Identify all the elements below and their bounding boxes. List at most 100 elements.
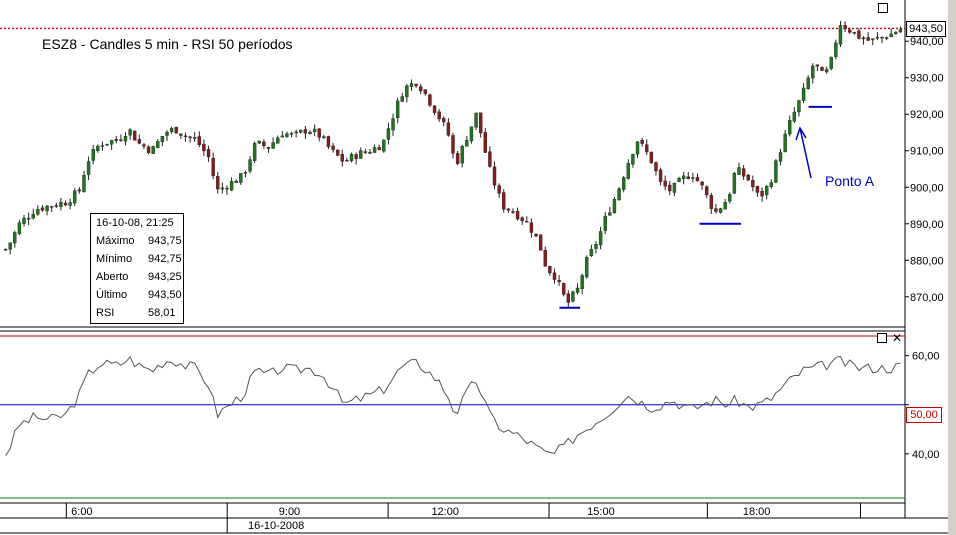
price-ytick-label: 880,00: [910, 255, 944, 267]
candle-body: [105, 143, 109, 146]
candle-body: [635, 141, 640, 155]
candle-body: [460, 145, 464, 164]
annotation-arrowhead: [795, 126, 807, 141]
candle-body: [400, 96, 404, 102]
candle-body: [792, 111, 797, 122]
candle-body: [732, 173, 737, 194]
candle-body: [626, 163, 630, 179]
candle-body: [271, 142, 275, 149]
candle-body: [395, 100, 400, 119]
candle-body: [192, 137, 197, 139]
candle-body: [142, 144, 146, 147]
candle-body: [557, 279, 561, 283]
candle-body: [133, 130, 137, 141]
candle-body: [488, 151, 492, 167]
candle-body: [764, 186, 769, 196]
candle-body: [898, 29, 903, 33]
candle-body: [188, 136, 192, 138]
candle-body: [437, 111, 441, 120]
candle-body: [621, 177, 626, 190]
candle-body: [322, 136, 326, 138]
axes: 870,00 880,00 890,00 900,00 910,00 920,00 930,…: [65, 36, 944, 533]
candle-body: [566, 293, 571, 303]
rsi-line: [5, 355, 901, 456]
candle-body: [695, 177, 700, 182]
candle-body: [285, 133, 289, 137]
candle-body: [709, 195, 714, 209]
price-panel-maximize-icon[interactable]: [878, 3, 888, 13]
candle-body: [239, 173, 243, 183]
candle-body: [174, 126, 178, 134]
candle-body: [63, 202, 68, 206]
candle-body: [797, 100, 801, 113]
candle-body: [299, 129, 303, 133]
candle-body: [257, 140, 261, 144]
candle-body: [575, 287, 580, 293]
candle-body: [91, 149, 95, 161]
candle-body: [128, 129, 132, 136]
candle-body: [838, 25, 843, 45]
candle-body: [538, 234, 543, 251]
info-value: 943,75: [148, 235, 182, 247]
candle-body: [363, 151, 368, 153]
candle-body: [788, 120, 792, 135]
candle-body: [728, 194, 732, 202]
candle-body: [672, 182, 677, 193]
candle-body: [552, 272, 557, 280]
candle-body: [700, 181, 704, 186]
candle-body: [469, 126, 474, 142]
last-price-label: 943,50: [906, 21, 946, 37]
candle-body: [197, 136, 201, 145]
rsi-panel-close-icon[interactable]: ✕: [892, 331, 903, 345]
candle-body: [737, 167, 741, 175]
candle-body: [778, 152, 783, 162]
rsi-panel: [0, 335, 905, 499]
candle-body: [843, 25, 847, 30]
candle-body: [654, 162, 658, 172]
candle-body: [36, 209, 40, 215]
candle-body: [511, 211, 515, 213]
candle-body: [202, 143, 206, 152]
candle-body: [455, 153, 460, 164]
info-row: Aberto 943,25: [91, 268, 183, 286]
candle-body: [515, 210, 520, 220]
candle-body: [465, 140, 469, 147]
candle-body: [718, 208, 723, 213]
candle-body: [580, 275, 584, 289]
candle-body: [866, 37, 870, 41]
candle-body: [442, 118, 446, 123]
price-ytick-label: 930,00: [910, 73, 944, 85]
candle-body: [100, 145, 105, 147]
candle-body: [506, 208, 511, 211]
candle-body: [22, 217, 26, 224]
candle-body: [331, 145, 335, 150]
info-key: Máximo: [96, 235, 135, 247]
info-key: Mínimo: [96, 253, 133, 265]
candle-body: [663, 180, 667, 187]
candle-body: [252, 143, 257, 161]
candle-body: [335, 149, 340, 156]
info-value: 943,50: [148, 289, 182, 301]
candle-body: [276, 137, 280, 144]
info-row: Mínimo 942,75: [91, 250, 183, 268]
candle-body: [848, 29, 852, 33]
candle-body: [317, 128, 321, 138]
candle-body: [3, 248, 8, 251]
candle-body: [811, 65, 815, 79]
candle-body: [40, 207, 45, 211]
candle-body: [165, 131, 169, 136]
rsi-panel-maximize-icon[interactable]: [877, 333, 887, 343]
candle-body: [801, 87, 806, 101]
candle-body: [151, 146, 155, 154]
candle-body: [681, 175, 686, 180]
candle-body: [432, 105, 437, 113]
candle-body: [386, 128, 391, 140]
candle-body: [705, 186, 709, 195]
candle-body: [649, 151, 654, 164]
info-box: 16-10-08, 21:25 Máximo 943,75 Mínimo 942…: [90, 213, 184, 324]
candle-body: [349, 153, 354, 162]
candle-body: [54, 205, 58, 207]
candle-body: [137, 139, 142, 144]
candle-body: [86, 161, 91, 175]
